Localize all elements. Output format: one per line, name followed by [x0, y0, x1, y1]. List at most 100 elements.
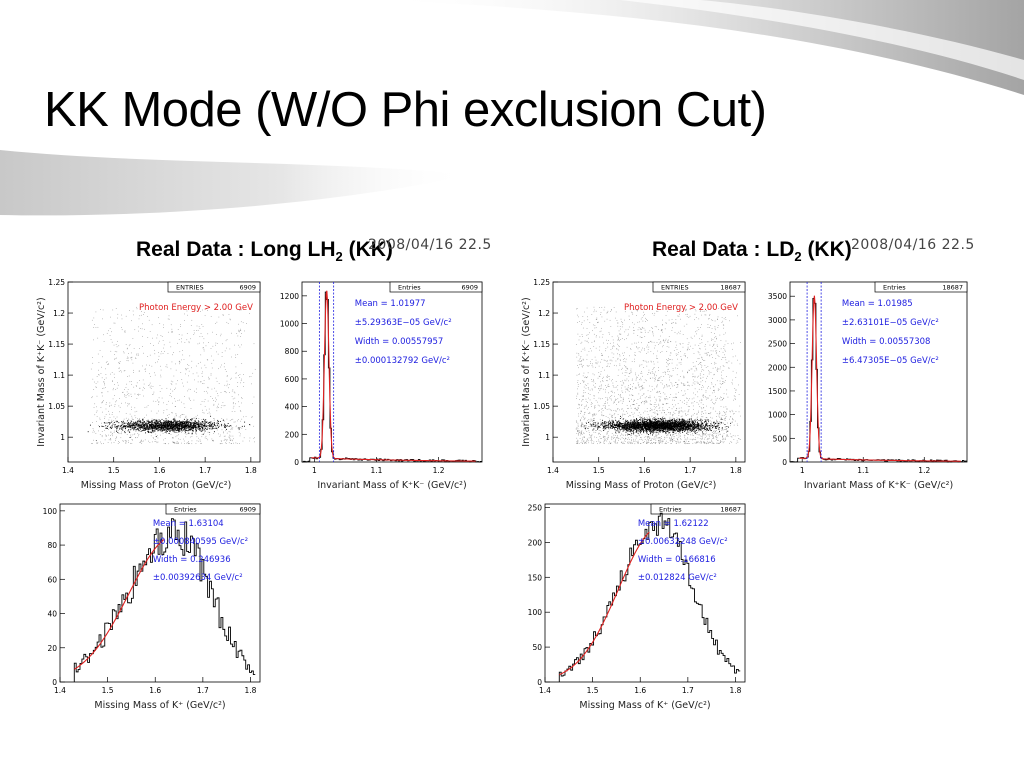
- scatter-point: [178, 423, 180, 424]
- scatter-point: [233, 421, 235, 423]
- scatter-point: [220, 333, 222, 335]
- scatter-point: [677, 430, 679, 432]
- scatter-point: [197, 381, 199, 383]
- scatter-point: [643, 419, 645, 421]
- scatter-point: [210, 423, 212, 425]
- scatter-point: [125, 429, 126, 431]
- scatter-point: [106, 427, 108, 429]
- scatter-point: [187, 433, 189, 435]
- scatter-point: [146, 423, 148, 425]
- scatter-point: [681, 420, 683, 422]
- scatter-point: [157, 430, 159, 432]
- scatter-point: [199, 426, 201, 428]
- scatter-point: [596, 428, 598, 430]
- scatter-point: [587, 427, 589, 429]
- scatter-point: [201, 430, 203, 432]
- scatter-point: [177, 427, 179, 429]
- scatter-point: [142, 423, 144, 425]
- scatter-point: [639, 432, 641, 434]
- scatter-point: [678, 429, 680, 431]
- scatter-point: [148, 421, 150, 423]
- scatter-point: [138, 434, 140, 435]
- scatter-point: [649, 428, 651, 429]
- scatter-point: [221, 352, 223, 353]
- scatter-point: [177, 380, 178, 382]
- scatter-point: [132, 425, 134, 427]
- scatter-point: [195, 392, 197, 393]
- scatter-point: [159, 391, 161, 392]
- scatter-point: [115, 440, 116, 441]
- scatter-point: [648, 419, 650, 421]
- scatter-point: [612, 427, 614, 429]
- scatter-point: [650, 429, 652, 431]
- scatter-point: [636, 426, 638, 428]
- scatter-point: [116, 416, 118, 418]
- scatter-point: [188, 432, 190, 434]
- scatter-point: [667, 428, 669, 430]
- scatter-point: [204, 422, 206, 424]
- scatter-point: [196, 433, 197, 435]
- scatter-point: [664, 431, 666, 433]
- scatter-point: [128, 422, 130, 423]
- panel-title-subscript: 2: [335, 249, 343, 265]
- scatter-point: [121, 318, 123, 320]
- scatter-point: [226, 432, 228, 434]
- scatter-point: [131, 383, 133, 385]
- scatter-point: [229, 434, 231, 436]
- scatter-point: [717, 422, 719, 424]
- scatter-point: [159, 323, 161, 324]
- scatter-point: [624, 422, 626, 423]
- scatter-point: [138, 424, 140, 426]
- scatter-point: [96, 395, 98, 397]
- scatter-point: [165, 428, 167, 430]
- scatter-point: [111, 442, 112, 444]
- scatter-point: [127, 360, 129, 362]
- scatter-point: [639, 428, 641, 430]
- scatter-point: [184, 421, 185, 422]
- scatter-point: [606, 421, 608, 423]
- scatter-point: [626, 425, 628, 427]
- scatter-point: [124, 425, 126, 427]
- scatter-point: [682, 419, 684, 420]
- scatter-point: [117, 420, 118, 422]
- scatter-point: [171, 361, 173, 363]
- scatter-point: [646, 421, 648, 423]
- scatter-point: [694, 422, 696, 424]
- scatter-point: [149, 425, 151, 427]
- scatter-point: [651, 431, 653, 433]
- scatter-point: [678, 428, 680, 430]
- scatter-point: [101, 392, 103, 394]
- scatter-point: [238, 394, 239, 396]
- scatter-point: [127, 347, 128, 349]
- scatter-point: [700, 427, 702, 429]
- scatter-point: [122, 392, 124, 393]
- scatter-point: [232, 402, 234, 403]
- scatter-point: [721, 419, 723, 421]
- scatter-point: [153, 429, 155, 431]
- scatter-point: [682, 422, 684, 424]
- scatter-point: [170, 346, 172, 348]
- scatter-point: [115, 401, 116, 403]
- scatter-point: [669, 424, 671, 426]
- scatter-point: [117, 317, 118, 319]
- scatter-point: [117, 425, 119, 427]
- scatter-point: [164, 438, 166, 439]
- scatter-point: [249, 440, 250, 442]
- scatter-point: [638, 428, 640, 430]
- scatter-point: [172, 422, 174, 424]
- scatter-point: [134, 393, 136, 395]
- scatter-point: [126, 422, 128, 424]
- scatter-point: [128, 426, 130, 428]
- scatter-point: [133, 434, 135, 435]
- scatter-point: [172, 381, 174, 383]
- scatter-point: [231, 428, 233, 430]
- scatter-point: [175, 426, 177, 427]
- scatter-point: [197, 423, 199, 425]
- scatter-point: [651, 425, 653, 426]
- scatter-point: [193, 425, 195, 427]
- scatter-point: [217, 421, 219, 422]
- scatter-point: [655, 428, 657, 430]
- scatter-point: [168, 422, 170, 424]
- scatter-point: [232, 389, 234, 391]
- scatter-point: [207, 431, 209, 433]
